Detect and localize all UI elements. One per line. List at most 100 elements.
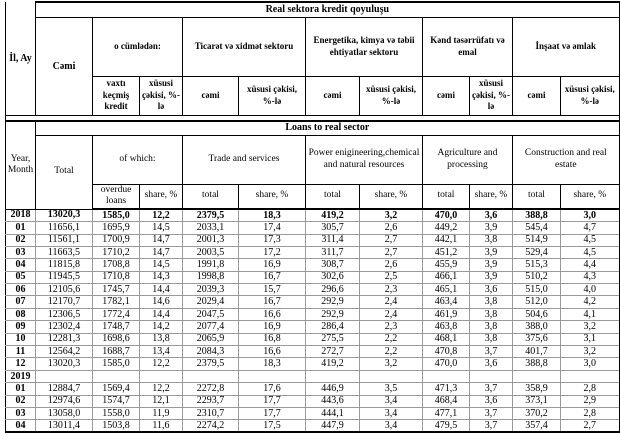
table-row: 01 11656,1 1695,9 14,5 2033,1 17,4 305,7 2,6 449… (5, 221, 620, 235)
data-cell: 3,6 (469, 283, 513, 297)
data-cell: 17,5 (238, 419, 306, 434)
data-cell (305, 369, 360, 384)
data-cell: 12170,7 (35, 295, 93, 309)
data-cell: 12302,4 (35, 320, 93, 334)
data-cell: 514,9 (512, 233, 561, 247)
header-az-trade-total: cəmi (182, 75, 239, 116)
header-en-sector-agriculture: Agriculture and processing (422, 134, 513, 185)
data-cell (469, 369, 513, 384)
table-row: 08 12306,5 1772,4 14,4 2047,5 16,6 292,9 2,4 461… (5, 307, 620, 322)
data-cell: 375,6 (512, 332, 561, 347)
header-az-construction-total: cəmi (512, 75, 561, 116)
data-cell: 12,2 (139, 208, 183, 223)
row-label: 02 (5, 233, 36, 247)
data-cell: 13058,0 (35, 406, 93, 421)
data-cell: 2084,3 (182, 345, 239, 359)
data-cell: 3,6 (469, 357, 513, 371)
data-cell: 3,2 (359, 357, 423, 371)
data-cell: 470,0 (422, 357, 470, 371)
data-cell: 12884,7 (35, 382, 93, 396)
data-cell: 370,2 (512, 406, 561, 421)
data-cell: 3,8 (469, 332, 513, 347)
data-cell: 2,8 (559, 406, 620, 421)
data-cell: 11945,5 (35, 270, 93, 285)
row-label: 08 (5, 307, 36, 322)
data-cell: 512,0 (512, 295, 561, 309)
data-cell (35, 369, 93, 384)
data-cell: 468,1 (422, 332, 470, 347)
header-en-overdue: overdue loans (92, 183, 140, 211)
header-az-agriculture-share: xüsusi çəkisi, %-lə (469, 75, 513, 116)
data-cell (139, 369, 183, 384)
data-cell: 2047,5 (182, 307, 239, 322)
data-cell: 3,8 (469, 320, 513, 334)
data-cell: 1710,8 (92, 270, 140, 285)
header-az-energy-total: cəmi (305, 75, 360, 116)
data-cell: 11,9 (139, 406, 183, 421)
data-cell: 13,4 (139, 345, 183, 359)
header-en-trade-share: share, % (238, 183, 306, 211)
header-en-group-row: Total of which: Trade and services Power… (6, 134, 620, 210)
data-cell: 16,7 (238, 270, 306, 285)
data-cell: 470,0 (422, 208, 470, 223)
data-cell (182, 369, 239, 384)
data-cell: 14,6 (139, 295, 183, 309)
table-row: 09 12302,4 1748,7 14,2 2077,4 16,9 286,4 2,3 463… (5, 320, 620, 334)
header-az-sector-construction: İnşaat və əmlak (511, 16, 620, 77)
data-cell: 1748,7 (92, 320, 140, 334)
data-cell: 357,4 (512, 419, 561, 434)
data-cell: 3,2 (559, 320, 620, 334)
data-cell: 401,7 (512, 345, 561, 359)
header-en-overdue-share: share, % (139, 183, 183, 211)
row-label: 04 (5, 258, 36, 272)
data-cell: 3,8 (469, 307, 513, 322)
data-cell: 4,3 (559, 270, 620, 285)
data-cell: 1503,8 (92, 419, 140, 434)
header-az-sector-trade: Ticarət və xidmət sektoru (182, 16, 306, 77)
data-cell: 16,8 (238, 332, 306, 347)
data-cell: 12,2 (139, 357, 183, 371)
data-cell: 311,4 (305, 233, 360, 247)
header-en-power-total: total (305, 183, 360, 211)
row-label: 04 (5, 419, 36, 434)
header-az-group-row: Cəmi o cümlədən: Ticarət və xidmət sekto… (6, 16, 620, 116)
data-cell: 2379,5 (182, 208, 239, 223)
data-cell: 373,1 (512, 394, 561, 409)
header-az-construction-share: xüsusi çəkisi, %-lə (559, 75, 620, 116)
data-cell: 2065,9 (182, 332, 239, 347)
row-label: 2019 (5, 369, 36, 384)
data-cell: 442,1 (422, 233, 470, 247)
data-cell: 305,7 (305, 221, 360, 235)
data-cell: 13,8 (139, 332, 183, 347)
data-cell: 17,4 (238, 221, 306, 235)
table-row: 02 11561,1 1700,9 14,7 2001,3 17,3 311,4 2,7 442… (5, 233, 620, 247)
data-cell: 3,2 (559, 345, 620, 359)
data-cell: 3,1 (559, 332, 620, 347)
data-cell: 2,6 (359, 258, 423, 272)
data-cell: 13011,4 (35, 419, 93, 434)
data-cell: 2033,1 (182, 221, 239, 235)
data-cell: 451,2 (422, 245, 470, 260)
data-cell: 17,6 (238, 382, 306, 396)
data-cell: 14,7 (139, 245, 183, 260)
data-cell: 16,6 (238, 345, 306, 359)
header-az-of-which: o cümlədən: (92, 16, 183, 77)
data-cell: 2039,3 (182, 283, 239, 297)
data-cell: 3,7 (469, 382, 513, 396)
data-cell: 3,6 (469, 394, 513, 409)
row-label: 01 (5, 382, 36, 396)
data-cell (512, 369, 561, 384)
data-cell: 2001,3 (182, 233, 239, 247)
data-cell: 515,0 (512, 283, 561, 297)
data-cell: 447,9 (305, 419, 360, 434)
data-cell: 11663,5 (35, 245, 93, 260)
data-cell: 3,9 (469, 270, 513, 285)
row-label: 12 (5, 357, 36, 371)
data-cell: 1569,4 (92, 382, 140, 396)
header-az-overdue-share: xüsusi çəkisi, %-lə (139, 75, 183, 116)
data-cell: 3,9 (469, 245, 513, 260)
header-en-construction-total: total (512, 183, 561, 211)
data-cell: 16,7 (238, 295, 306, 309)
data-cell: 3,7 (469, 345, 513, 359)
data-cell: 419,2 (305, 357, 360, 371)
